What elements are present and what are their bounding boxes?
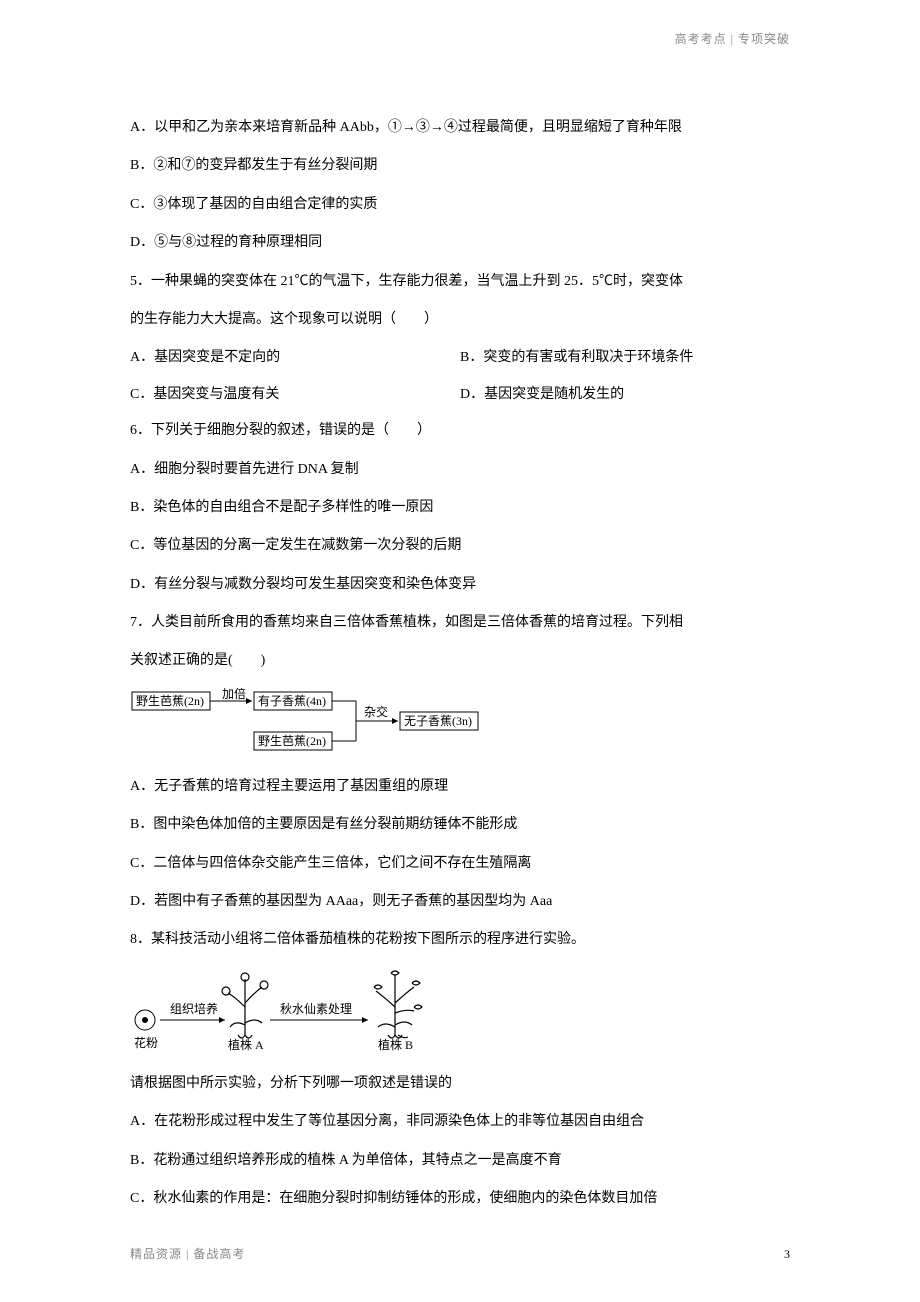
footer-source: 精品资源 | 备战高考: [130, 1245, 245, 1262]
q7-option-a: A．无子香蕉的培育过程主要运用了基因重组的原理: [130, 769, 790, 805]
diagram2-plant-a-label: 植株 A: [228, 1037, 264, 1052]
q7-option-d: D．若图中有子香蕉的基因型为 AAaa，则无子香蕉的基因型均为 Aaa: [130, 884, 790, 920]
diagram1-box3-text: 野生芭蕉(2n): [258, 734, 326, 748]
diagram2-plant-b-label: 植株 B: [378, 1037, 413, 1052]
diagram1-box4-text: 无子香蕉(3n): [404, 714, 472, 728]
q5-option-d: D．基因突变是随机发生的: [460, 377, 790, 413]
pollen-experiment-diagram: 花粉 组织培养 植株 A 秋水仙素处理: [130, 965, 470, 1055]
q5-option-c: C．基因突变与温度有关: [130, 377, 460, 413]
diagram2-pollen-label: 花粉: [134, 1035, 158, 1050]
q6-option-d: D．有丝分裂与减数分裂均可发生基因突变和染色体变异: [130, 567, 790, 603]
q5-option-a: A．基因突变是不定向的: [130, 340, 460, 376]
header-note: 高考考点 | 专项突破: [675, 30, 790, 47]
q7-stem-line1: 7．人类目前所食用的香蕉均来自三倍体香蕉植株，如图是三倍体香蕉的培育过程。下列相: [130, 605, 790, 641]
q8-option-b: B．花粉通过组织培养形成的植株 A 为单倍体，其特点之一是高度不育: [130, 1143, 790, 1179]
q5-options-row2: C．基因突变与温度有关 D．基因突变是随机发生的: [130, 377, 790, 413]
q4-option-c: C．③体现了基因的自由组合定律的实质: [130, 187, 790, 223]
q5-option-b: B．突变的有害或有利取决于环境条件: [460, 340, 790, 376]
page-number: 3: [784, 1247, 790, 1262]
q5-stem-line1: 5．一种果蝇的突变体在 21℃的气温下，生存能力很差，当气温上升到 25．5℃时…: [130, 264, 790, 300]
diagram1-box1-text: 野生芭蕉(2n): [136, 694, 204, 708]
q7-stem-line2: 关叙述正确的是( ): [130, 643, 790, 679]
q7-option-b: B．图中染色体加倍的主要原因是有丝分裂前期纺锤体不能形成: [130, 807, 790, 843]
q8-stem: 8．某科技活动小组将二倍体番茄植株的花粉按下图所示的程序进行实验。: [130, 922, 790, 958]
banana-breeding-diagram: 野生芭蕉(2n) 加倍 有子香蕉(4n) 野生芭蕉(2n) 杂交 无子香蕉(3n…: [130, 688, 490, 758]
diagram2-culture-label: 组织培养: [170, 1001, 218, 1016]
q4-option-a: A．以甲和乙为亲本来培育新品种 AAbb，①→③→④过程最简便，且明显缩短了育种…: [130, 110, 790, 146]
q8-post: 请根据图中所示实验，分析下列哪一项叙述是错误的: [130, 1066, 790, 1102]
q6-option-c: C．等位基因的分离一定发生在减数第一次分裂的后期: [130, 528, 790, 564]
diagram2-treat-label: 秋水仙素处理: [280, 1002, 352, 1016]
q4-option-d: D．⑤与⑧过程的育种原理相同: [130, 225, 790, 261]
q7-option-c: C．二倍体与四倍体杂交能产生三倍体，它们之间不存在生殖隔离: [130, 846, 790, 882]
q6-option-a: A．细胞分裂时要首先进行 DNA 复制: [130, 452, 790, 488]
diagram1-box2-text: 有子香蕉(4n): [258, 694, 326, 708]
q8-option-c: C．秋水仙素的作用是：在细胞分裂时抑制纺锤体的形成，使细胞内的染色体数目加倍: [130, 1181, 790, 1217]
page-body: A．以甲和乙为亲本来培育新品种 AAbb，①→③→④过程最简便，且明显缩短了育种…: [0, 0, 920, 1279]
q6-stem: 6．下列关于细胞分裂的叙述，错误的是（ ）: [130, 413, 790, 449]
q6-option-b: B．染色体的自由组合不是配子多样性的唯一原因: [130, 490, 790, 526]
diagram1-arrow2-label: 杂交: [364, 704, 388, 719]
diagram1-arrow1-label: 加倍: [222, 688, 246, 701]
q4-option-b: B．②和⑦的变异都发生于有丝分裂间期: [130, 148, 790, 184]
q5-stem-line2: 的生存能力大大提高。这个现象可以说明（ ）: [130, 302, 790, 338]
q5-options-row1: A．基因突变是不定向的 B．突变的有害或有利取决于环境条件: [130, 340, 790, 376]
q8-option-a: A．在花粉形成过程中发生了等位基因分离，非同源染色体上的非等位基因自由组合: [130, 1104, 790, 1140]
